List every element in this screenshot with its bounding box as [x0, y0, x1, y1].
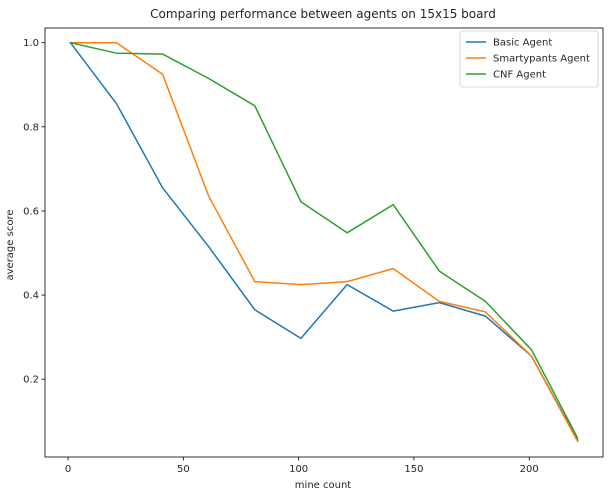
legend-box [459, 30, 599, 88]
series-line-cnf-agent [69, 41, 579, 440]
x-tick-label: 200 [520, 464, 539, 475]
x-tick-label: 150 [404, 464, 423, 475]
y-tick-label: 0.2 [23, 375, 39, 386]
y-tick-label: 1.0 [23, 38, 39, 49]
chart-title: Comparing performance between agents on … [150, 7, 496, 21]
legend-entry: Basic Agent [493, 38, 552, 49]
y-tick-label: 0.4 [23, 291, 39, 302]
series-line-smartypants-agent [69, 41, 579, 443]
x-axis-label: mine count [295, 480, 351, 491]
x-tick-label: 0 [65, 464, 71, 475]
plot-area [69, 41, 579, 443]
x-tick-label: 50 [177, 464, 190, 475]
series-line-basic-agent [69, 41, 579, 442]
legend: Basic Agent Smartypants Agent CNF Agent [459, 30, 599, 88]
y-tick-label: 0.8 [23, 122, 39, 133]
x-tick-label: 100 [289, 464, 308, 475]
legend-entry: CNF Agent [493, 70, 546, 81]
y-axis-label: average score [5, 210, 16, 281]
legend-entry: Smartypants Agent [493, 54, 590, 65]
y-axis: 0.2 0.4 0.6 0.8 1.0 [23, 38, 45, 386]
y-tick-label: 0.6 [23, 206, 39, 217]
x-axis: 0 50 100 150 200 [65, 457, 539, 475]
plot-frame [44, 27, 604, 458]
